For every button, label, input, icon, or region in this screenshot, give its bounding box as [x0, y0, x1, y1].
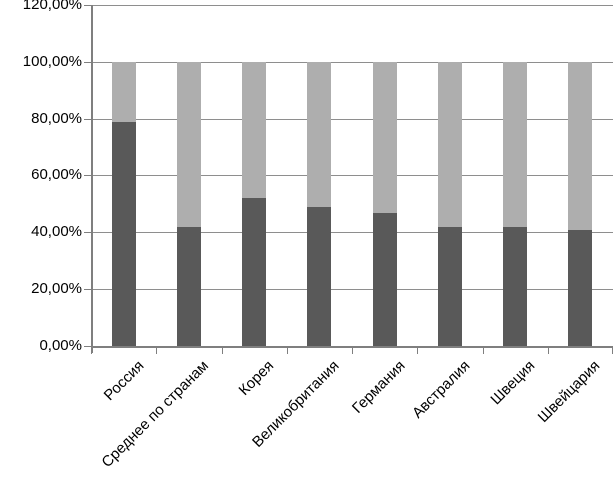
bar-segment-upper-light-segment-1 [177, 62, 201, 227]
bar-segment-upper-light-segment-4 [373, 62, 397, 213]
bar-segment-upper-light-segment-7 [568, 62, 592, 230]
bar-segment-upper-light-segment-3 [307, 62, 331, 207]
x-axis-tick [417, 348, 418, 354]
bar-segment-lower-dark-segment-0 [112, 122, 136, 346]
x-axis-tick [91, 348, 92, 354]
x-axis-line [91, 346, 613, 348]
x-axis-tick [483, 348, 484, 354]
y-axis-tick-label: 0,00% [39, 337, 82, 354]
bar-segment-lower-dark-segment-7 [568, 229, 592, 346]
y-axis-tick [84, 346, 91, 347]
gridline [91, 175, 613, 176]
gridline [91, 119, 613, 120]
y-axis-tick-label: 60,00% [31, 166, 82, 183]
x-axis-tick [222, 348, 223, 354]
y-axis-tick [84, 289, 91, 290]
gridline [91, 62, 613, 63]
y-axis-tick-label: 80,00% [31, 110, 82, 127]
x-axis-category-label: Швейцария [534, 357, 604, 426]
x-axis-category-label: Германия [348, 357, 409, 417]
x-axis-tick [548, 348, 549, 354]
y-axis-tick-label: 20,00% [31, 280, 82, 297]
x-axis-tick [352, 348, 353, 354]
x-axis-category-label: Швеция [487, 357, 539, 409]
x-axis-category-label: Россия [100, 357, 148, 405]
bar-segment-lower-dark-segment-5 [438, 227, 462, 346]
y-axis-tick [84, 62, 91, 63]
gridline [91, 5, 613, 6]
bar-segment-upper-light-segment-2 [242, 62, 266, 198]
x-axis-category-label: Корея [235, 357, 278, 399]
y-axis-tick [84, 175, 91, 176]
gridline [91, 289, 613, 290]
bar-segment-upper-light-segment-6 [503, 62, 527, 227]
bar-segment-lower-dark-segment-1 [177, 227, 201, 346]
bar-segment-upper-light-segment-5 [438, 62, 462, 227]
y-axis-tick [84, 119, 91, 120]
bar-segment-upper-light-segment-0 [112, 62, 136, 122]
y-axis-tick [84, 5, 91, 6]
bar-segment-lower-dark-segment-6 [503, 227, 527, 346]
y-axis-tick-label: 40,00% [31, 223, 82, 240]
bar-segment-lower-dark-segment-3 [307, 207, 331, 346]
bar-segment-lower-dark-segment-2 [242, 198, 266, 346]
y-axis-tick [84, 232, 91, 233]
gridline [91, 232, 613, 233]
bar-segment-lower-dark-segment-4 [373, 212, 397, 346]
y-axis-line [91, 5, 93, 353]
x-axis-tick [156, 348, 157, 354]
x-axis-tick [287, 348, 288, 354]
y-axis-tick-label: 100,00% [22, 53, 82, 70]
y-axis-tick-label: 120,00% [22, 0, 82, 13]
x-axis-category-label: Австралия [408, 357, 474, 422]
